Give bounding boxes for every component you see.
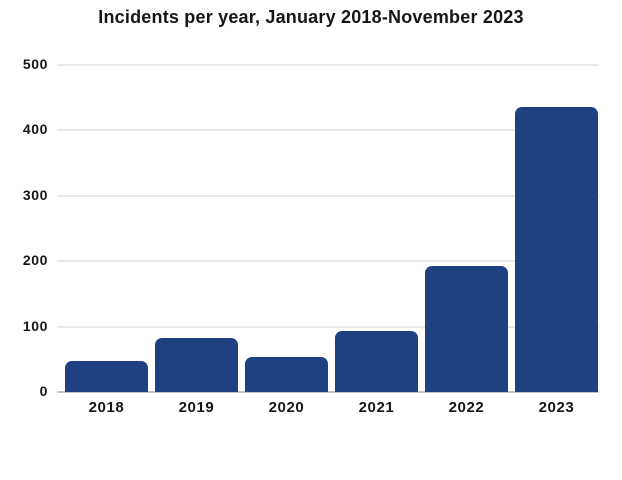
x-tick-label: 2018: [88, 399, 125, 416]
x-tick-label: 2023: [538, 399, 575, 416]
chart-title: Incidents per year, January 2018-Novembe…: [98, 7, 524, 27]
gridline: [57, 64, 599, 66]
bar-2022: [425, 265, 508, 392]
gridline: [57, 260, 599, 263]
y-tick-label: 400: [22, 121, 48, 138]
bar-2020: [245, 357, 328, 392]
gridline: [57, 129, 599, 132]
y-tick-label: 100: [22, 317, 48, 334]
x-tick-label: 2020: [268, 399, 305, 416]
x-tick-label: 2021: [358, 399, 395, 416]
bar-2023: [515, 106, 598, 392]
y-tick-label: 300: [22, 186, 48, 203]
bar-2018: [65, 360, 148, 392]
bar-2021: [335, 330, 418, 392]
bar-2019: [155, 338, 238, 392]
y-tick-label: 200: [22, 252, 48, 269]
gridline: [57, 194, 599, 197]
y-tick-label: 500: [22, 56, 48, 72]
gridline: [57, 325, 599, 328]
x-tick-label: 2022: [448, 399, 485, 416]
x-tick-label: 2019: [178, 399, 215, 416]
y-tick-label: 0: [39, 383, 48, 399]
x-axis-line: [57, 391, 599, 393]
